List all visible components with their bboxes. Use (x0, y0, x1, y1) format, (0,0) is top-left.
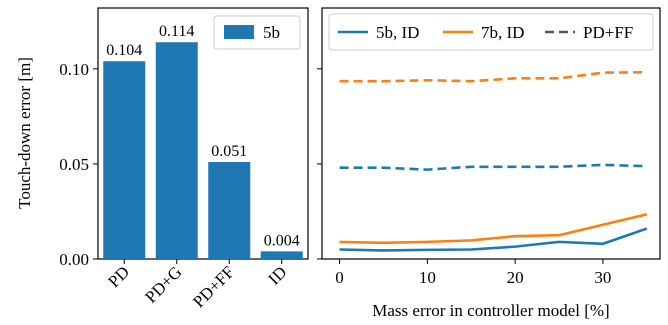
line-legend: 5b, ID 7b, ID PD+FF (328, 13, 654, 51)
legend-swatch-5b (224, 25, 254, 39)
x-tick-label: 20 (507, 268, 524, 287)
legend-label: 5b, ID (376, 23, 419, 42)
x-tick-label: ID (264, 262, 290, 288)
bar-data-label: 0.004 (264, 232, 300, 249)
left-axes-frame (97, 7, 309, 260)
bar-data-label: 0.051 (211, 143, 247, 160)
series-line-7b-pd-ff (339, 70, 647, 83)
right-y-ticks (317, 68, 322, 260)
y-tick-label: 0.10 (59, 60, 89, 79)
series-line-5b-id (339, 227, 648, 252)
bar-pd-plus-g (155, 42, 198, 260)
x-tick-label: PD (104, 262, 133, 291)
line-chart-panel: 0 10 20 30 Mass error in controller model [… (317, 7, 661, 320)
bar-chart-panel: 0.00 0.05 0.10 0.104 0.114 0.051 0.004 PD PD+G… (15, 7, 309, 311)
series-line-7b-id (339, 213, 648, 245)
legend-label: 7b, ID (481, 23, 524, 42)
bar-data-label: 0.104 (106, 42, 142, 59)
right-x-ticks: 0 10 20 30 (335, 259, 611, 287)
x-tick-label: PD+FF (189, 262, 238, 311)
bars (103, 42, 303, 260)
x-tick-label: PD+G (141, 262, 185, 306)
x-tick-label: 0 (335, 268, 344, 287)
legend-box (213, 15, 301, 50)
bar-data-label: 0.114 (159, 23, 194, 40)
bar-id (260, 251, 303, 259)
right-axes-frame (321, 7, 661, 260)
y-axis-label: Touch-down error [m] (15, 57, 34, 209)
bar-pd-plus-ff (208, 162, 251, 259)
legend-box (328, 13, 654, 51)
x-tick-label: 10 (419, 268, 436, 287)
y-tick-label: 0.00 (59, 250, 89, 269)
x-tick-label: 30 (594, 268, 611, 287)
y-tick-label: 0.05 (59, 155, 89, 174)
left-x-ticks: PD PD+G PD+FF ID (104, 259, 291, 311)
left-y-ticks: 0.00 0.05 0.10 (59, 60, 98, 269)
bar-legend: 5b (213, 15, 301, 50)
legend-label: PD+FF (583, 23, 633, 42)
x-axis-label: Mass error in controller model [%] (372, 301, 609, 320)
legend-label-5b: 5b (263, 23, 280, 42)
series-lines (339, 70, 648, 252)
bar-data-labels: 0.104 0.114 0.051 0.004 (106, 23, 300, 249)
bar-pd (103, 61, 146, 259)
series-line-5b-pd-ff (339, 163, 647, 171)
